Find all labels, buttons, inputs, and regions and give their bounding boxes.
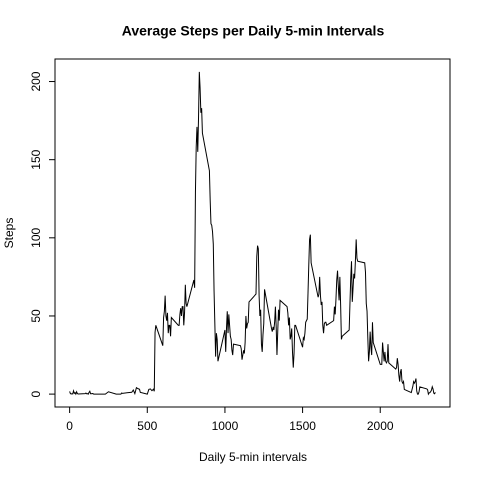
- data-line: [69, 71, 436, 396]
- y-tick-label: 0: [29, 390, 43, 397]
- x-tick-label: 0: [66, 419, 73, 433]
- y-tick-label: 200: [29, 71, 43, 91]
- y-tick-label: 150: [29, 149, 43, 169]
- x-axis-label: Daily 5-min intervals: [199, 450, 307, 464]
- x-tick-label: 1500: [289, 419, 316, 433]
- y-axis-label: Steps: [2, 218, 16, 249]
- plot-frame: [54, 58, 451, 408]
- x-tick-label: 500: [137, 419, 157, 433]
- chart-title: Average Steps per Daily 5-min Intervals: [122, 23, 385, 39]
- y-tick-label: 100: [29, 227, 43, 247]
- y-tick-label: 50: [29, 309, 43, 323]
- x-tick-label: 2000: [367, 419, 394, 433]
- x-tick-label: 1000: [212, 419, 239, 433]
